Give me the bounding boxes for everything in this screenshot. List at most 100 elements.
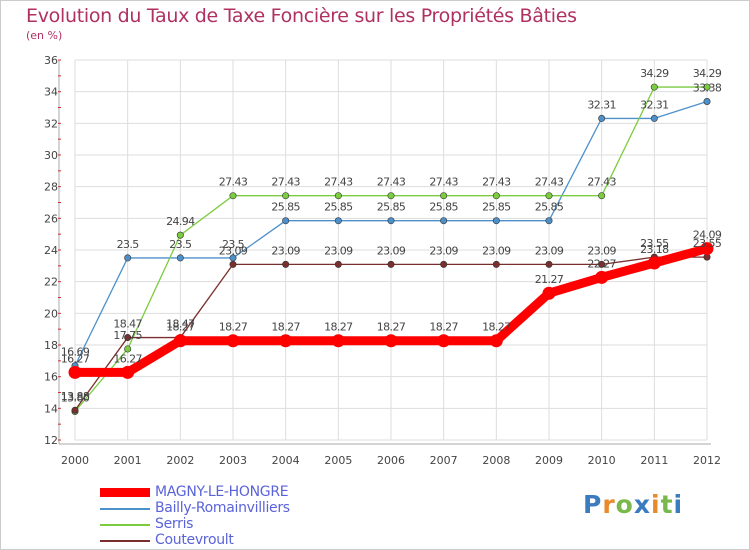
data-label: 23.09 <box>482 244 511 257</box>
data-point <box>703 83 711 91</box>
logo-letter: P <box>583 490 603 519</box>
data-label: 13.88 <box>61 390 90 403</box>
data-point <box>121 365 135 379</box>
data-label: 25.85 <box>535 201 564 214</box>
data-label: 18.27 <box>377 321 406 334</box>
data-point <box>68 365 82 379</box>
data-point <box>700 242 714 256</box>
logo-letter: x <box>633 490 651 519</box>
data-point <box>282 260 290 268</box>
data-label: 27.43 <box>324 176 353 189</box>
data-point <box>71 406 79 414</box>
data-label: 25.85 <box>377 201 406 214</box>
data-point <box>176 254 184 262</box>
y-tick-label: 14 <box>44 402 58 415</box>
data-label: 27.43 <box>271 176 300 189</box>
data-label: 27.43 <box>429 176 458 189</box>
data-point <box>440 192 448 200</box>
series-layer <box>68 83 714 415</box>
legend-swatch <box>100 524 150 526</box>
data-label: 23.18 <box>640 243 669 256</box>
data-label: 16.69 <box>61 346 90 359</box>
data-label-layer: 16.27 16.27 18.27 18.27 18.27 18.27 18.27 18.27… <box>61 67 723 405</box>
data-point <box>440 260 448 268</box>
x-tick-label: 2003 <box>219 454 247 467</box>
y-tick-label: 26 <box>44 212 58 225</box>
logo-letter: i <box>651 490 661 519</box>
legend-item-magny-le-hongre[interactable]: MAGNY-LE-HONGRE <box>100 484 360 501</box>
y-axis-unit-label: (en %) <box>26 29 63 42</box>
x-tick-label: 2007 <box>430 454 458 467</box>
data-point <box>598 192 606 200</box>
y-tick-label: 28 <box>44 181 58 194</box>
data-label: 25.85 <box>324 201 353 214</box>
logo-letter: o <box>615 490 634 519</box>
legend-swatch <box>100 508 150 510</box>
legend-swatch <box>100 488 150 497</box>
x-tick-label: 2004 <box>272 454 300 467</box>
chart-title: Evolution du Taux de Taxe Foncière sur l… <box>26 5 577 27</box>
legend-item-bailly-romainvilliers[interactable]: Bailly-Romainvilliers <box>100 500 360 517</box>
legend-swatch <box>100 540 150 542</box>
data-point <box>545 192 553 200</box>
legend-label: Coutevroult <box>155 532 234 548</box>
legend-item-coutevroult[interactable]: Coutevroult <box>100 532 360 549</box>
data-label: 34.29 <box>693 67 722 80</box>
data-label: 25.85 <box>271 201 300 214</box>
data-label: 18.27 <box>324 321 353 334</box>
data-label: 18.47 <box>166 318 195 331</box>
legend: MAGNY-LE-HONGRE Bailly-Romainvilliers Se… <box>100 484 360 549</box>
x-tick-label: 2010 <box>588 454 616 467</box>
data-point <box>384 334 398 348</box>
data-point <box>387 260 395 268</box>
data-label: 23.09 <box>219 244 248 257</box>
data-label: 25.85 <box>429 201 458 214</box>
data-label: 27.43 <box>482 176 511 189</box>
y-tick-label: 20 <box>44 307 58 320</box>
x-tick-label: 2006 <box>377 454 405 467</box>
data-label: 24.09 <box>693 229 722 242</box>
y-tick-label: 34 <box>44 86 58 99</box>
data-point <box>124 345 132 353</box>
y-tick-label: 18 <box>44 339 58 352</box>
data-label: 23.5 <box>222 238 245 251</box>
data-point <box>489 334 503 348</box>
y-tick-label: 24 <box>44 244 58 257</box>
data-label: 18.27 <box>166 321 195 334</box>
data-point <box>545 217 553 225</box>
x-tick-label: 2011 <box>640 454 668 467</box>
legend-label: MAGNY-LE-HONGRE <box>155 484 289 500</box>
data-label: 27.43 <box>377 176 406 189</box>
data-point <box>545 260 553 268</box>
data-label: 21.27 <box>535 273 564 286</box>
data-label: 13.80 <box>61 392 90 405</box>
logo-letter: t <box>660 490 674 519</box>
data-label: 16.27 <box>113 352 142 365</box>
data-label: 18.47 <box>113 318 142 331</box>
data-label: 25.85 <box>482 201 511 214</box>
data-label: 23.09 <box>377 244 406 257</box>
legend-item-serris[interactable]: Serris <box>100 516 360 533</box>
logo-letter: i <box>673 490 684 519</box>
y-tick-label: 30 <box>44 149 58 162</box>
data-point <box>226 334 240 348</box>
data-label: 18.27 <box>482 321 511 334</box>
proxiti-logo: Proxiti <box>583 490 683 519</box>
x-tick-label: 2002 <box>166 454 194 467</box>
data-point <box>492 217 500 225</box>
data-point <box>492 192 500 200</box>
data-point <box>282 217 290 225</box>
data-point <box>598 260 606 268</box>
data-label: 33.38 <box>693 81 722 94</box>
data-point <box>387 192 395 200</box>
data-label: 23.09 <box>271 244 300 257</box>
data-point <box>595 270 609 284</box>
data-label: 34.29 <box>640 67 669 80</box>
x-tick-label: 2012 <box>693 454 721 467</box>
data-point <box>440 217 448 225</box>
data-label: 23.09 <box>535 244 564 257</box>
data-label: 27.43 <box>587 176 616 189</box>
logo-letter: r <box>602 490 616 519</box>
y-tick-label: 22 <box>44 276 58 289</box>
data-label: 17.75 <box>113 329 142 342</box>
